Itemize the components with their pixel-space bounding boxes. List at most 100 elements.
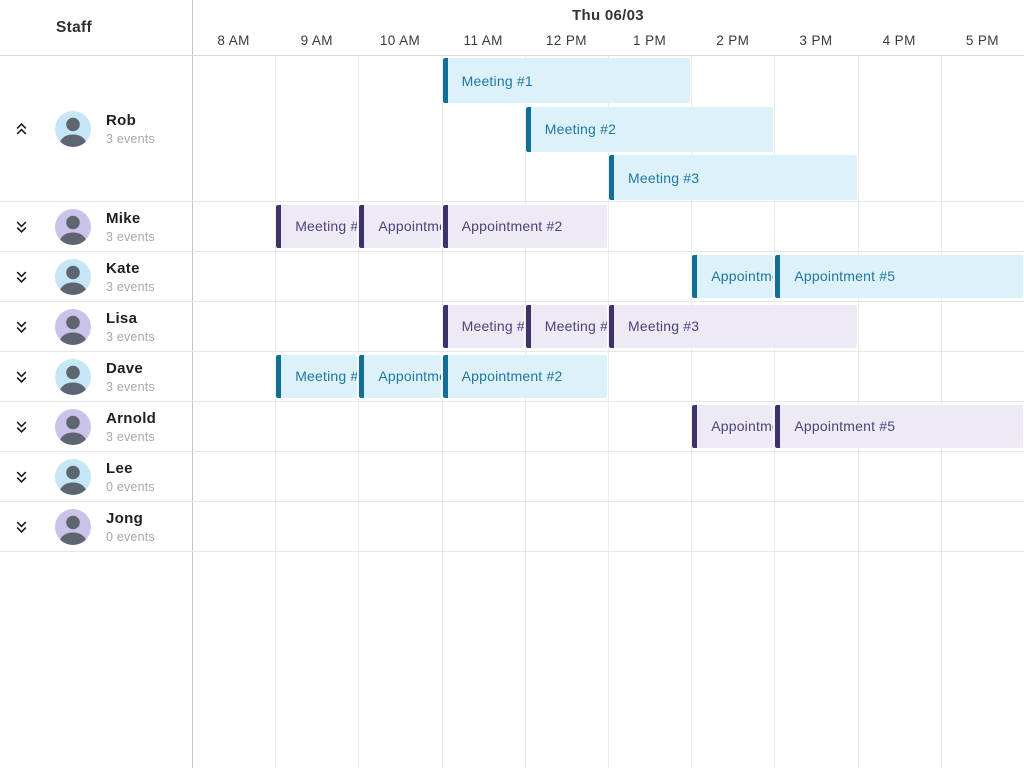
appointment-edge xyxy=(609,304,614,348)
staff-row: Dave 3 events Meeting #1 Appointment #1 Appo… xyxy=(0,352,1024,402)
expand-button[interactable] xyxy=(10,465,32,489)
avatar xyxy=(55,458,91,495)
appointment-label: Appointment #4 xyxy=(711,418,773,434)
appointment[interactable]: Appointment #5 xyxy=(775,254,1023,298)
double-chevron-down-icon xyxy=(16,321,26,333)
staff-cell: Jong 0 events xyxy=(0,502,192,551)
appointment-edge xyxy=(692,404,698,448)
staff-row: Jong 0 events xyxy=(0,502,1024,552)
appointment[interactable]: Meeting #2 xyxy=(525,106,774,152)
appointment[interactable]: Meeting #3 xyxy=(609,155,857,201)
avatar xyxy=(55,308,91,345)
appointment[interactable]: Appointment #5 xyxy=(775,404,1023,448)
staff-info: Rob 3 events xyxy=(106,112,155,146)
staff-row: Rob 3 events Meeting #1 Meeting #2 Meeting #… xyxy=(0,56,1024,202)
appointment-label: Appointment #1 xyxy=(378,218,440,234)
staff-info: Jong 0 events xyxy=(106,510,155,544)
expand-button[interactable] xyxy=(10,215,32,239)
avatar xyxy=(55,408,91,445)
hour-label: 2 PM xyxy=(716,33,750,48)
avatar xyxy=(55,110,91,147)
appointment[interactable]: Meeting #1 xyxy=(276,204,358,248)
appointment-label: Appointment #5 xyxy=(794,268,896,284)
staff-row: Lee 0 events xyxy=(0,452,1024,502)
person-silhouette-icon xyxy=(58,117,88,147)
staff-cell: Mike 3 events xyxy=(0,202,192,251)
staff-info: Mike 3 events xyxy=(106,210,155,244)
staff-rows: Rob 3 events Meeting #1 Meeting #2 Meeting #… xyxy=(0,56,1024,552)
staff-cell: Lisa 3 events xyxy=(0,302,192,351)
appointment-label: Meeting #1 xyxy=(461,72,533,89)
timeline-row-lane[interactable] xyxy=(192,502,1024,551)
staff-name: Lisa xyxy=(106,309,138,327)
person-silhouette-icon xyxy=(58,415,88,445)
staff-name: Dave xyxy=(106,359,144,377)
date-header: Thu 06/03 xyxy=(572,7,644,24)
staff-name: Jong xyxy=(106,509,144,527)
staff-row: Lisa 3 events Meeting #1 Meeting #2 Meeting … xyxy=(0,302,1024,352)
timeline-row-lane[interactable] xyxy=(192,452,1024,501)
appointment[interactable]: Appointment #2 xyxy=(442,354,607,398)
appointment-label: Meeting #1 xyxy=(295,368,357,384)
appointment[interactable]: Appointment #2 xyxy=(442,204,607,248)
staff-event-count: 3 events xyxy=(106,329,155,344)
staff-info: Dave 3 events xyxy=(106,360,155,394)
appointment[interactable]: Appointment #4 xyxy=(692,254,774,298)
double-chevron-down-icon xyxy=(16,471,26,483)
staff-column-header: Staff xyxy=(56,19,92,36)
appointment-edge xyxy=(775,254,781,298)
appointment-edge xyxy=(359,204,365,248)
person-silhouette-icon xyxy=(58,265,88,295)
hour-label: 9 AM xyxy=(300,33,333,48)
avatar xyxy=(55,258,91,295)
expand-button[interactable] xyxy=(10,515,32,539)
appointment-edge xyxy=(775,404,781,448)
person-silhouette-icon xyxy=(58,315,88,345)
appointment[interactable]: Appointment #1 xyxy=(359,354,441,398)
timeline-row-lane[interactable] xyxy=(192,302,1024,351)
hour-label: 1 PM xyxy=(633,33,667,48)
avatar xyxy=(55,358,91,395)
staff-event-count: 0 events xyxy=(106,529,155,544)
collapse-button[interactable] xyxy=(10,117,32,141)
appointment[interactable]: Meeting #2 xyxy=(525,304,607,348)
appointment-label: Meeting #1 xyxy=(461,318,524,334)
staff-cell: Rob 3 events xyxy=(0,56,192,201)
staff-event-count: 3 events xyxy=(106,131,155,146)
staff-event-count: 3 events xyxy=(106,279,155,294)
double-chevron-down-icon xyxy=(16,221,26,233)
expand-button[interactable] xyxy=(10,265,32,289)
appointment-edge xyxy=(609,155,614,201)
hour-label: 12 PM xyxy=(545,33,587,48)
staff-info: Kate 3 events xyxy=(106,260,155,294)
expand-button[interactable] xyxy=(10,365,32,389)
appointment[interactable]: Meeting #1 xyxy=(276,354,358,398)
appointment[interactable]: Meeting #1 xyxy=(442,58,691,103)
appointment-edge xyxy=(525,304,531,348)
appointment-label: Meeting #2 xyxy=(544,121,617,138)
staff-event-count: 3 events xyxy=(106,429,155,444)
hour-label: 4 PM xyxy=(882,33,916,48)
staff-info: Arnold 3 events xyxy=(106,410,156,444)
appointment[interactable]: Meeting #1 xyxy=(442,304,524,348)
double-chevron-down-icon xyxy=(16,521,26,533)
appointment-edge xyxy=(692,254,698,298)
staff-name: Mike xyxy=(106,209,141,227)
staff-row: Kate 3 events Appointment #4 Appointment #5 xyxy=(0,252,1024,302)
staff-name: Arnold xyxy=(106,409,157,427)
expand-button[interactable] xyxy=(10,415,32,439)
appointment[interactable]: Meeting #3 xyxy=(609,304,857,348)
hour-label: 8 AM xyxy=(217,33,250,48)
appointment-label: Meeting #3 xyxy=(628,169,700,186)
appointment[interactable]: Appointment #4 xyxy=(692,404,774,448)
appointment-label: Meeting #2 xyxy=(544,318,607,334)
expand-button[interactable] xyxy=(10,315,32,339)
appointment-edge xyxy=(442,304,448,348)
hour-label: 10 AM xyxy=(379,33,421,48)
staff-info: Lisa 3 events xyxy=(106,310,155,344)
appointment[interactable]: Appointment #1 xyxy=(359,204,441,248)
staff-cell: Lee 0 events xyxy=(0,452,192,501)
double-chevron-up-icon xyxy=(16,122,26,134)
person-silhouette-icon xyxy=(58,515,88,545)
